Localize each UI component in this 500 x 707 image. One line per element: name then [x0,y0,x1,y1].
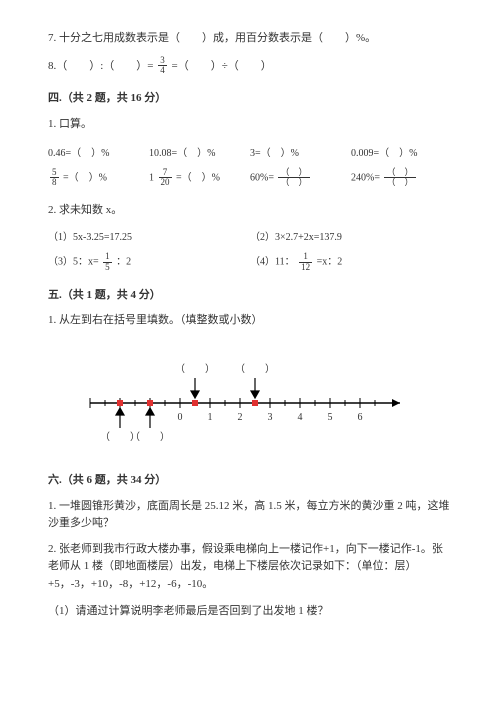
label-top-1: （ ） [175,363,215,375]
label-bot-2: （ ） [130,431,170,443]
q8-suffix: =（ ）÷（ ） [172,60,272,72]
frac-den: 12 [299,263,312,273]
calc-row-2: 5 8 =（ ）% 1 7 20 =（ ）% 60%= （ ） （ ） 240%… [48,168,452,189]
eq-4: （4）11： 1 12 =x：2 [250,252,452,273]
eqs-row-1: （1）5x-3.25=17.25 （2）3×2.7+2x=137.9 [48,230,452,246]
fraction-1-5: 1 5 [103,252,112,273]
eq-2: （2）3×2.7+2x=137.9 [250,230,452,246]
section-6-q2b: （1）请通过计算说明李老师最后是否回到了出发地 1 楼？ [48,603,452,621]
txt: =（ ）% [63,172,107,183]
section-5-q1: 1. 从左到右在括号里填数。（填整数或小数） [48,312,452,330]
section-4-title: 四.（共 2 题，共 16 分） [48,90,452,108]
question-8: 8.（ ）:（ ）= 3 4 =（ ）÷（ ） [48,56,452,77]
fraction-7-20: 7 20 [159,168,172,189]
tick-5: 5 [328,412,333,423]
q8-prefix: 8.（ ）:（ ）= [48,60,156,72]
number-line-svg: 0 1 2 3 4 5 6 （ ） （ ） [80,348,420,448]
question-7: 7. 十分之七用成数表示是（ ）成，用百分数表示是（ ）%。 [48,30,452,48]
txt: =（ ）% [176,172,220,183]
tick-4: 4 [298,412,303,423]
eq-3: （3）5：x= 1 5 ：2 [48,252,250,273]
suf: =x：2 [317,257,343,268]
cell-r2c4: 240%= （ ） （ ） [351,168,452,189]
section-6-q2a: 2. 张老师到我市行政大楼办事，假设乘电梯向上一楼记作+1，向下一楼记作-1。张… [48,541,452,594]
blank-fraction: （ ） （ ） [278,168,309,189]
frac-den: 8 [50,178,59,188]
tick-3: 3 [268,412,273,423]
blank-den: （ ） [278,178,309,188]
frac-den: 5 [103,263,112,273]
tick-6: 6 [358,412,363,423]
section-4-q1: 1. 口算。 [48,116,452,134]
tick-2: 2 [238,412,243,423]
cell-r1c1: 0.46=（ ）% [48,146,149,162]
calc-row-1: 0.46=（ ）% 10.08=（ ）% 3=（ ）% 0.009=（ ）% [48,146,452,162]
fraction-3-4: 3 4 [158,56,167,77]
cell-r2c3: 60%= （ ） （ ） [250,168,351,189]
section-6-q1: 1. 一堆圆锥形黄沙，底面周长是 25.12 米，高 1.5 米，每立方米的黄沙… [48,498,452,533]
label-top-2: （ ） [235,363,275,375]
cell-r1c2: 10.08=（ ）% [149,146,250,162]
cell-r1c4: 0.009=（ ）% [351,146,452,162]
frac-den: 4 [158,66,167,76]
section-4-q2: 2. 求未知数 x。 [48,202,452,220]
pre: 240%= [351,172,380,183]
number-line-figure: 0 1 2 3 4 5 6 （ ） （ ） [48,348,452,448]
blank-fraction: （ ） （ ） [384,168,415,189]
suf: ：2 [116,257,131,268]
section-6-title: 六.（共 6 题，共 34 分） [48,472,452,490]
pre: 60%= [250,172,274,183]
section-5-title: 五.（共 1 题，共 4 分） [48,287,452,305]
frac-den: 20 [159,178,172,188]
pre: （4）11： [250,257,295,268]
tick-1: 1 [208,412,213,423]
cell-r2c2: 1 7 20 =（ ）% [149,168,250,189]
fraction-1-12: 1 12 [299,252,312,273]
blank-den: （ ） [384,178,415,188]
pre: （3）5：x= [48,257,99,268]
eqs-row-2: （3）5：x= 1 5 ：2 （4）11： 1 12 =x：2 [48,252,452,273]
eq-1: （1）5x-3.25=17.25 [48,230,250,246]
cell-r2c1: 5 8 =（ ）% [48,168,149,189]
cell-r1c3: 3=（ ）% [250,146,351,162]
tick-0: 0 [178,412,183,423]
pre: 1 [149,172,154,183]
fraction-5-8: 5 8 [50,168,59,189]
